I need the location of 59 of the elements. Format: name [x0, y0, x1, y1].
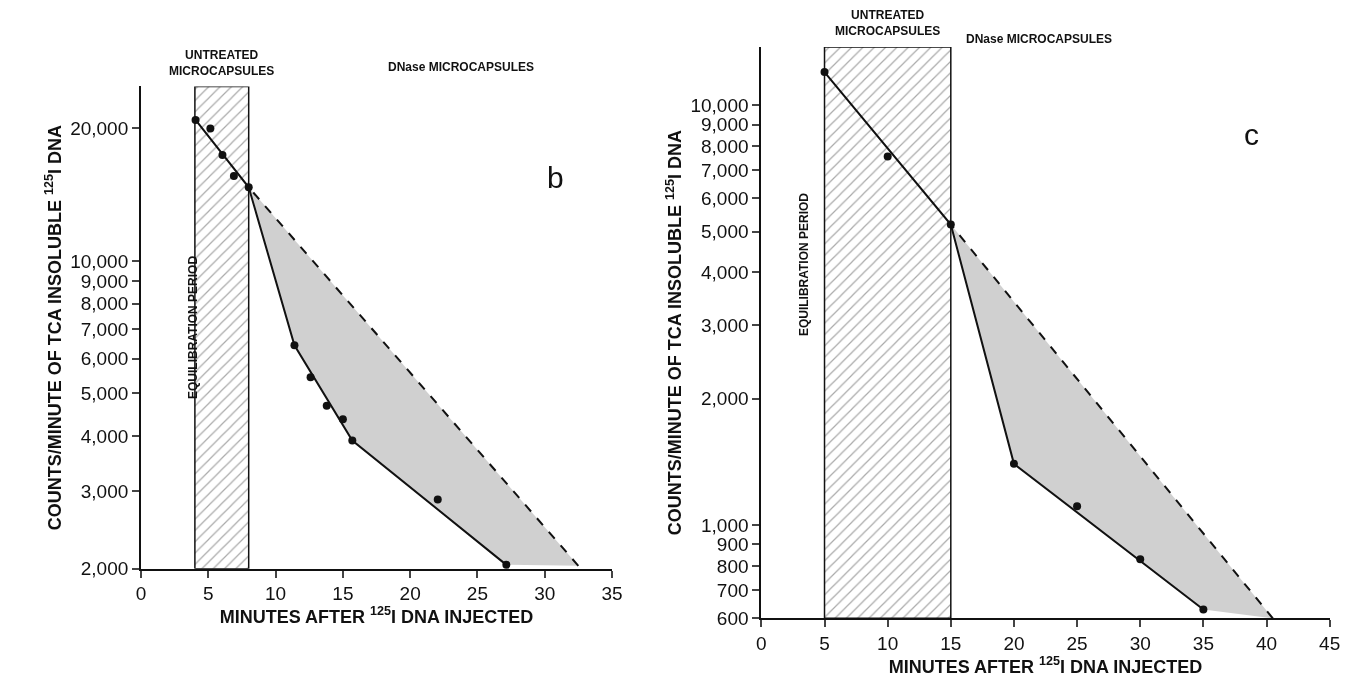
y-tick-label: 5,000 — [80, 383, 129, 405]
x-tick-label: 10 — [877, 633, 899, 655]
y-tick-label: 6,000 — [80, 348, 129, 370]
y-tick-label: 9,000 — [701, 114, 749, 136]
text: DNase MICROCAPSULES — [966, 32, 1113, 46]
annotation: c — [1244, 118, 1259, 151]
point — [206, 124, 215, 133]
y-tick-label: 5,000 — [701, 221, 749, 243]
x-tick-label: 0 — [756, 633, 767, 655]
text: DNase MICROCAPSULES — [388, 60, 535, 74]
annotation: b — [547, 161, 564, 194]
y-tick-label: 8,000 — [80, 293, 129, 315]
y-tick-label: 3,000 — [80, 480, 129, 502]
y-tick-label: 20,000 — [70, 118, 129, 140]
point — [1073, 502, 1082, 511]
x-tick-label: 25 — [1066, 633, 1088, 655]
y-tick-label: 8,000 — [701, 135, 749, 157]
y-tick-label: 4,000 — [701, 262, 749, 284]
annotation: EQUILIBRATION PERIOD — [185, 255, 200, 400]
y-tick-label: 10,000 — [690, 94, 749, 116]
y-tick-label: 2,000 — [80, 558, 129, 580]
y-tick-label: 7,000 — [80, 318, 129, 340]
y-tick-label: 800 — [716, 555, 749, 577]
y-tick-label: 1,000 — [701, 514, 749, 536]
x-tick-label: 30 — [1129, 633, 1151, 655]
x-tick-label: 10 — [265, 583, 287, 605]
y-tick-label: 2,000 — [701, 388, 749, 410]
point — [883, 152, 892, 161]
y-tick-label: 3,000 — [701, 314, 749, 336]
point — [433, 495, 442, 504]
y-tick-label: 9,000 — [80, 270, 129, 292]
x-tick-label: 30 — [534, 583, 556, 605]
x-tick-label: 15 — [332, 583, 354, 605]
x-tick-label: 20 — [399, 583, 421, 605]
x-axis-title: MINUTES AFTER $^{125}$I DNA INJECTED — [888, 654, 1203, 677]
band-label: UNTREATED MICROCAPSULES — [169, 48, 275, 78]
x-tick-label: 0 — [135, 583, 147, 605]
x-tick-label: 15 — [940, 633, 962, 655]
x-tick-label: 5 — [819, 633, 830, 655]
x-tick-label: 40 — [1255, 633, 1278, 655]
x-tick-label: 25 — [466, 583, 488, 605]
x-tick-label: 5 — [203, 583, 214, 605]
y-tick-label: 700 — [716, 579, 749, 601]
point — [322, 401, 331, 410]
y-tick-label: 7,000 — [701, 160, 749, 182]
point — [502, 560, 511, 569]
y-tick-label: 10,000 — [70, 250, 129, 272]
y-tick-label: 4,000 — [80, 425, 129, 447]
y-tick-label: 6,000 — [701, 188, 749, 210]
x-tick-label: 35 — [601, 583, 623, 605]
x-tick-label: 20 — [1003, 633, 1025, 655]
annotation: EQUILIBRATION PERIOD — [796, 192, 811, 337]
x-tick-label: 35 — [1192, 633, 1214, 655]
y-tick-label: 600 — [716, 608, 749, 629]
band-label: UNTREATED MICROCAPSULES — [835, 8, 941, 38]
x-axis-title: MINUTES AFTER $^{125}$I DNA INJECTED — [219, 604, 534, 627]
x-tick-label: 45 — [1319, 633, 1341, 655]
y-tick-label: 900 — [716, 534, 749, 556]
point — [229, 171, 238, 180]
